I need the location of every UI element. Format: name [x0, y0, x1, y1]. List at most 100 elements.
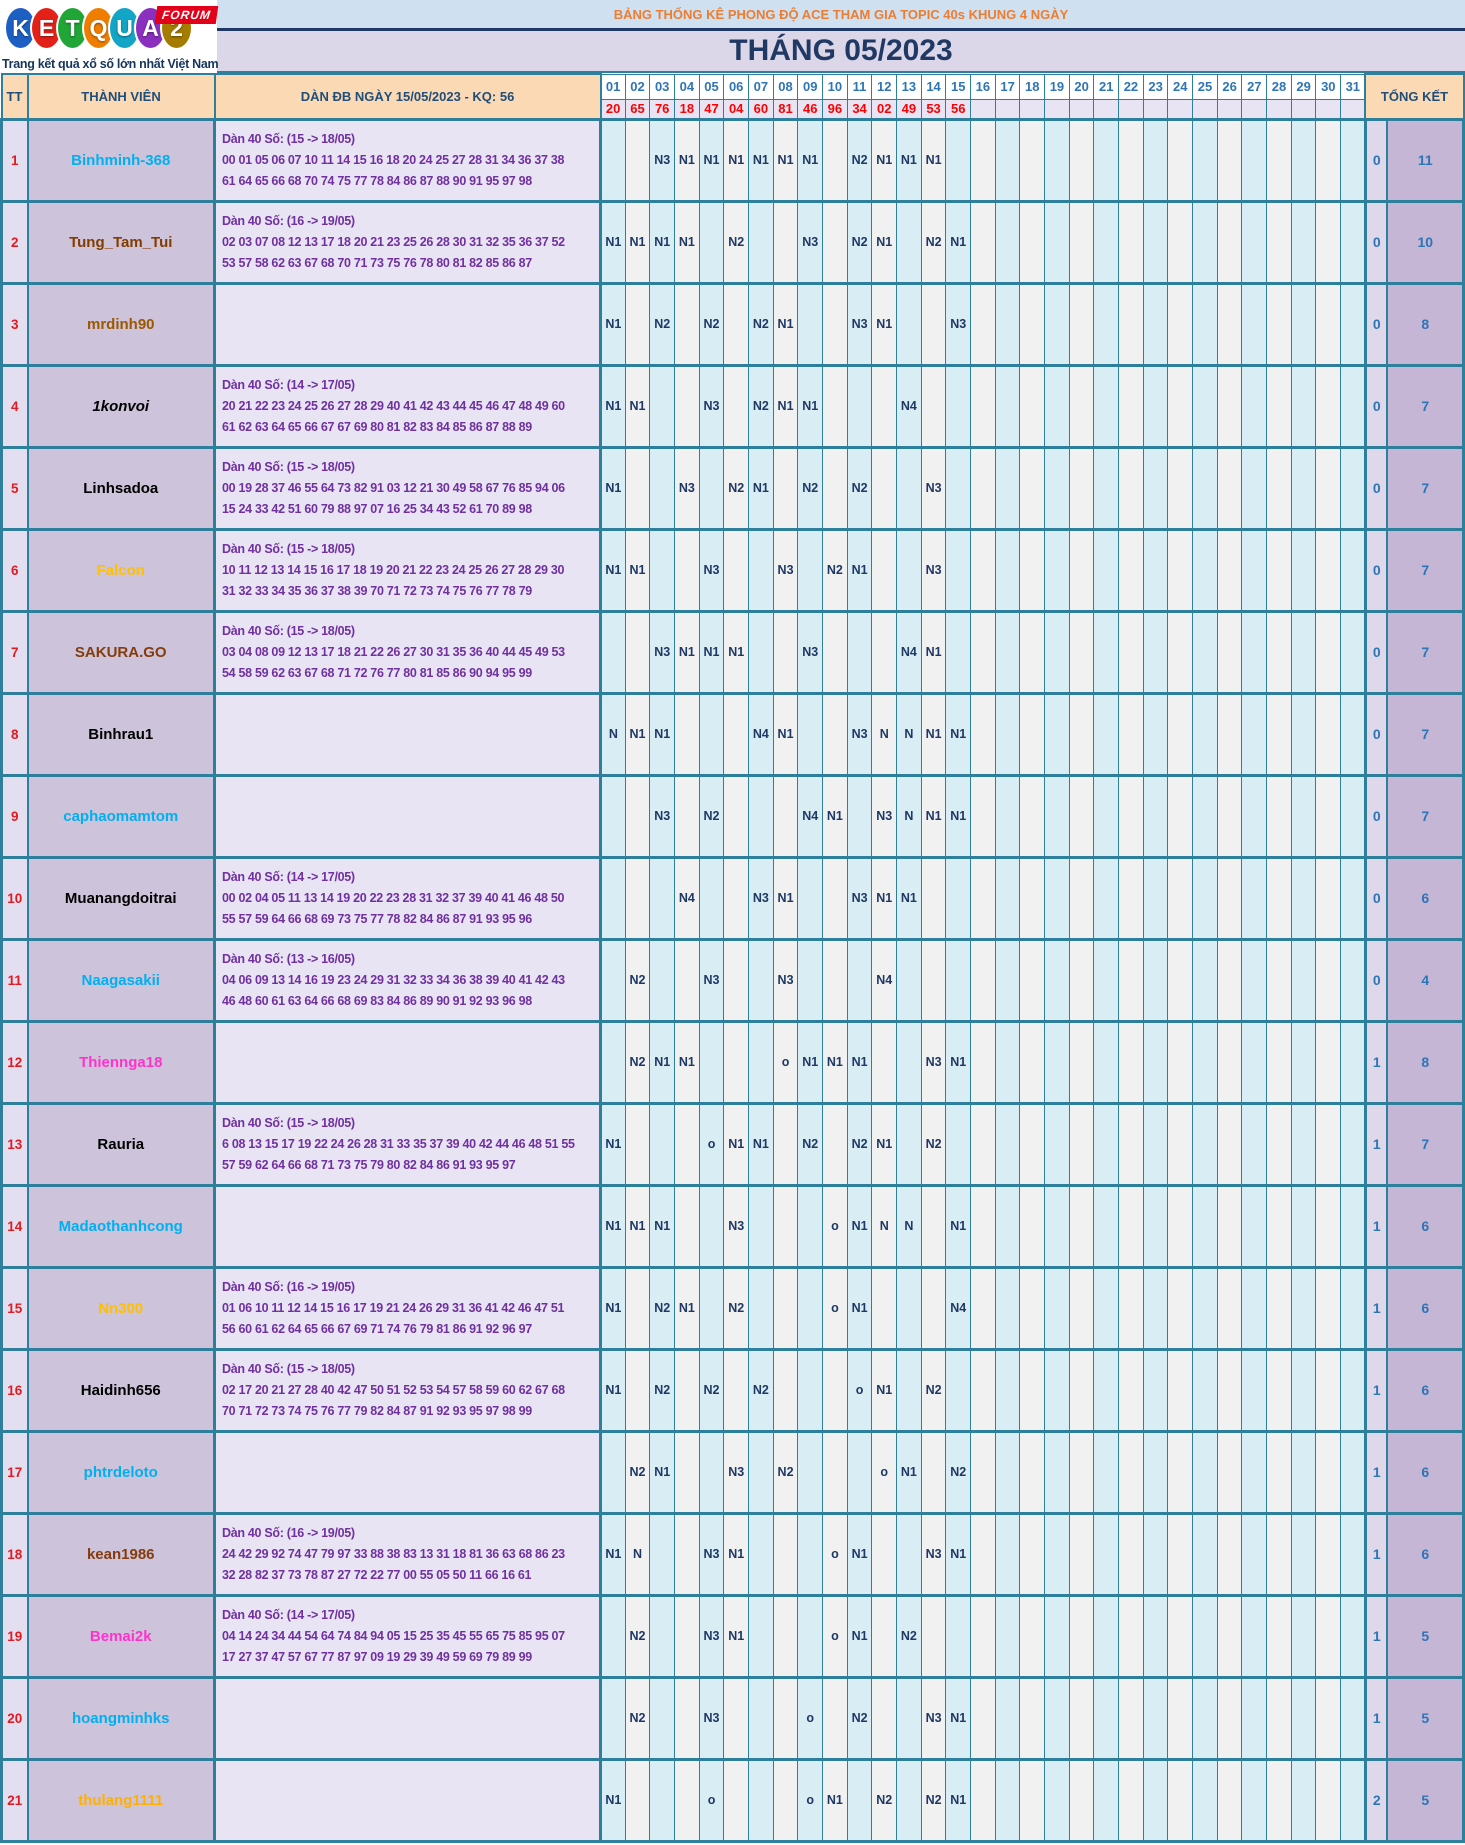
day-cell	[748, 773, 774, 858]
day-cell	[1167, 937, 1194, 1022]
member-cell: phtrdeloto	[27, 1429, 216, 1514]
member-cell: Linhsadoa	[27, 445, 216, 530]
day-header: 22	[1118, 73, 1144, 100]
day-cell	[674, 1429, 700, 1514]
day-cell	[1118, 1593, 1144, 1678]
day-header: 19	[1044, 73, 1070, 100]
day-cell	[846, 773, 873, 858]
total-o-cell: 1	[1363, 1347, 1389, 1432]
day-cell	[1290, 445, 1317, 530]
dan-line1: 04 14 24 34 44 54 64 74 84 94 05 15 25 3…	[222, 1628, 565, 1643]
day-cell	[748, 609, 774, 694]
day-cell: N1	[797, 363, 824, 448]
day-cell: N3	[846, 281, 873, 366]
day-cell	[970, 1675, 996, 1760]
member-name: Linhsadoa	[83, 479, 159, 497]
day-cell	[772, 1347, 799, 1432]
day-cell	[1142, 609, 1169, 694]
day-header: 08	[772, 73, 799, 100]
day-cell	[1118, 937, 1144, 1022]
day-cell: N2	[649, 281, 676, 366]
day-cell	[945, 527, 972, 612]
row-number: 19	[0, 1593, 29, 1678]
day-cell	[1315, 1593, 1342, 1678]
day-cell	[1044, 1183, 1070, 1268]
day-cell	[1167, 1101, 1194, 1186]
day-cell	[1241, 609, 1268, 694]
day-cell	[772, 1675, 799, 1760]
member-cell: Bemai2k	[27, 1593, 216, 1678]
day-cell	[649, 527, 676, 612]
day-cell	[1068, 1757, 1095, 1843]
row-number: 17	[0, 1429, 29, 1514]
day-cell	[797, 1511, 824, 1596]
member-cell: Muanangdoitrai	[27, 855, 216, 940]
day-cell	[970, 1347, 996, 1432]
day-cell	[1340, 691, 1366, 776]
day-cell: N4	[797, 773, 824, 858]
day-cell	[1266, 281, 1292, 366]
day-cell	[1192, 1019, 1218, 1104]
day-cell: N3	[698, 527, 725, 612]
day-cell	[822, 855, 848, 940]
day-cell	[1142, 1347, 1169, 1432]
day-result	[1192, 98, 1218, 120]
day-cell	[970, 937, 996, 1022]
day-header: 18	[1019, 73, 1046, 100]
day-cell	[896, 937, 922, 1022]
member-row: 8 Binhrau1 N N1 N1 N4 N1 N3 N N N1 N1 0 7	[0, 691, 1465, 776]
day-cell: N4	[871, 937, 898, 1022]
day-cell	[1068, 117, 1095, 202]
day-cell: N2	[846, 1101, 873, 1186]
day-cell	[1118, 527, 1144, 612]
day-cell	[748, 1265, 774, 1350]
day-cell	[1142, 1675, 1169, 1760]
day-cell: o	[698, 1757, 725, 1843]
member-name: Rauria	[97, 1135, 145, 1153]
day-cell	[1044, 773, 1070, 858]
day-cell	[1315, 363, 1342, 448]
day-cell: N1	[772, 117, 799, 202]
day-cell: N1	[822, 1019, 848, 1104]
dan-cell: Dàn 40 Số: (14 -> 17/05) 04 14 24 34 44 5…	[214, 1593, 602, 1678]
member-cell: SAKURA.GO	[27, 609, 216, 694]
day-cell	[1167, 1347, 1194, 1432]
day-header: 25	[1192, 73, 1218, 100]
member-row: 14 Madaothanhcong N1 N1 N1 N3 o N1 N N N1 1 6	[0, 1183, 1465, 1268]
day-header: 17	[994, 73, 1021, 100]
dan-line1: 00 02 04 05 11 13 14 19 20 22 23 28 31 3…	[222, 890, 565, 905]
total-n-cell: 6	[1386, 1347, 1465, 1432]
day-cell	[624, 1265, 651, 1350]
day-cell: N2	[723, 1265, 750, 1350]
day-cell	[1290, 1183, 1317, 1268]
day-cell	[1044, 1265, 1070, 1350]
day-result	[1167, 98, 1194, 120]
day-cell: o	[772, 1019, 799, 1104]
day-cell: N1	[797, 117, 824, 202]
day-cell: N1	[649, 1183, 676, 1268]
day-cell	[1068, 1429, 1095, 1514]
dan-line2: 70 71 72 73 74 75 76 77 79 82 84 87 91 9…	[222, 1403, 532, 1418]
dan-line1: 03 04 08 09 12 13 17 18 21 22 26 27 30 3…	[222, 644, 565, 659]
day-cell: N1	[945, 1675, 972, 1760]
day-cell	[945, 117, 972, 202]
day-cell	[1167, 1757, 1194, 1843]
day-cell: N1	[945, 691, 972, 776]
day-cell	[1019, 1265, 1046, 1350]
day-header: 21	[1093, 73, 1120, 100]
day-header: 06	[723, 73, 750, 100]
day-cell	[1315, 1675, 1342, 1760]
dan-title: Dàn 40 Số: (16 -> 19/05)	[222, 213, 355, 228]
day-cell	[674, 937, 700, 1022]
total-n-cell: 6	[1386, 1429, 1465, 1514]
day-cell: o	[797, 1757, 824, 1843]
day-cell	[1216, 1511, 1243, 1596]
day-cell	[1266, 1511, 1292, 1596]
day-cell	[1093, 1511, 1120, 1596]
day-cell	[1241, 1429, 1268, 1514]
day-cell: N2	[624, 937, 651, 1022]
day-cell: N1	[920, 773, 947, 858]
dan-line2: 15 24 33 42 51 60 79 88 97 07 16 25 34 4…	[222, 501, 532, 516]
dan-line1: 00 01 05 06 07 10 11 14 15 16 18 20 24 2…	[222, 152, 565, 167]
